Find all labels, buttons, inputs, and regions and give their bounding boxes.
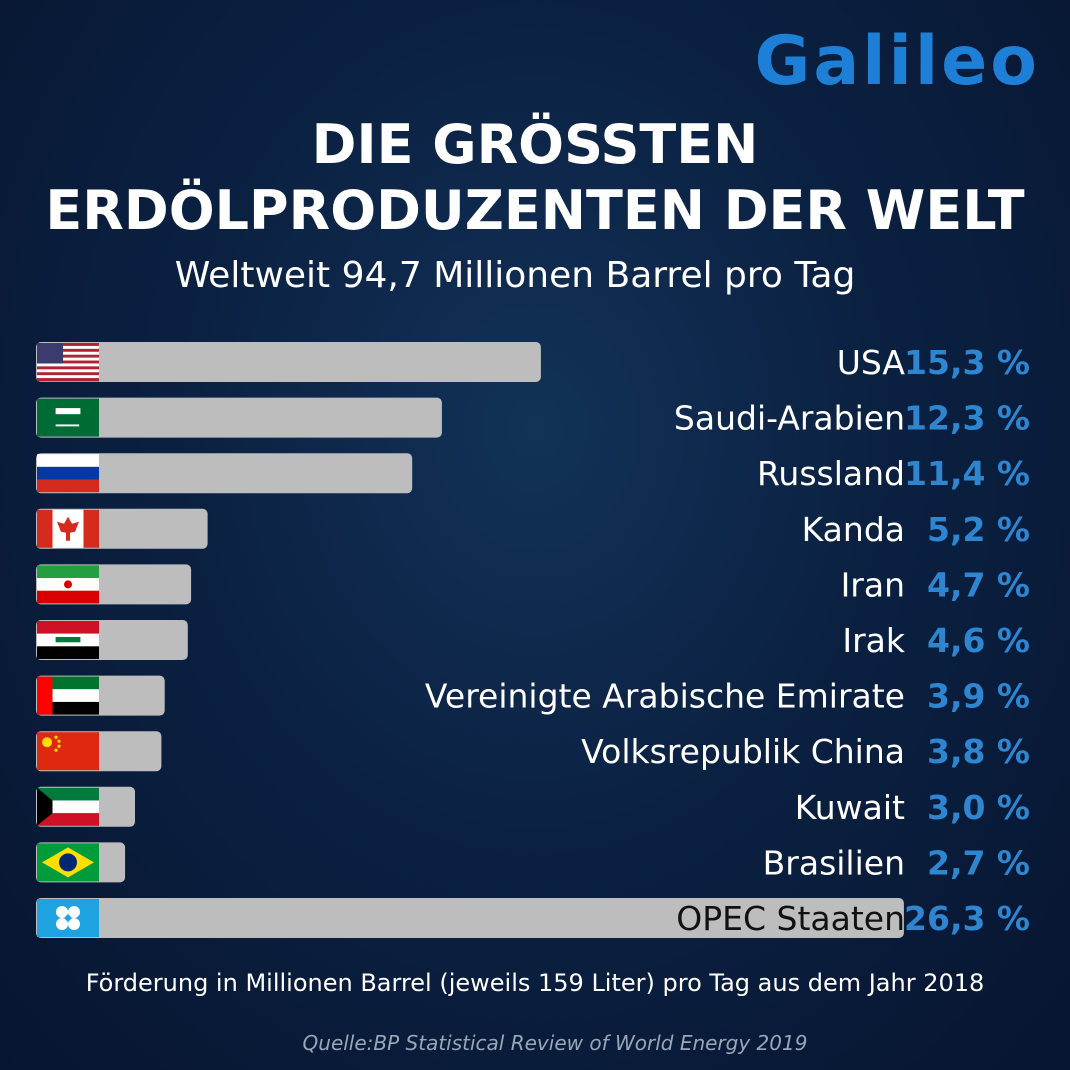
value-label: 5,2 % — [927, 510, 1030, 549]
value-label: 2,7 % — [927, 843, 1030, 882]
flag-iran-icon — [37, 565, 99, 604]
flag-saudi-arabia-icon — [37, 398, 99, 437]
bar — [36, 898, 904, 938]
category-label: Iran — [841, 565, 905, 604]
page-title: DIE GRÖSSTEN ERDÖLPRODUZENTEN DER WELT — [0, 112, 1070, 244]
value-label: 12,3 % — [904, 399, 1030, 438]
footnote: Förderung in Millionen Barrel (jeweils 1… — [85, 969, 985, 997]
category-label: Kanda — [802, 510, 905, 549]
bar — [36, 453, 413, 494]
category-label: Irak — [842, 621, 906, 660]
bar-row: Irak 4,6 % — [36, 620, 1030, 660]
galileo-logo: Galileo — [754, 22, 1040, 101]
flag-brazil-icon — [37, 843, 99, 882]
category-label: Kuwait — [795, 788, 905, 827]
bar-row: OPEC Staaten 26,3 % — [36, 898, 1030, 938]
flag-iraq-icon — [37, 621, 99, 659]
bar — [36, 342, 541, 382]
flag-kuwait-icon — [37, 787, 99, 826]
category-label: Vereinigte Arabische Emirate — [425, 677, 905, 716]
flag-uae-icon — [37, 676, 99, 715]
category-label: Brasilien — [763, 843, 905, 882]
value-label: 26,3 % — [904, 899, 1030, 938]
bar-row: Vereinigte Arabische Emirate 3,9 % — [36, 675, 1030, 716]
bar-row: Volksrepublik China 3,8 % — [36, 731, 1030, 772]
value-label: 3,8 % — [927, 732, 1030, 771]
bar-row: Brasilien 2,7 % — [36, 842, 1030, 883]
value-label: 15,3 % — [904, 343, 1030, 382]
bar-row: Kanda 5,2 % — [36, 508, 1030, 549]
bar-row: Kuwait 3,0 % — [36, 786, 1030, 827]
bar-row: USA 15,3 % — [36, 342, 1030, 382]
category-label: USA — [837, 343, 906, 382]
source-note: Quelle:BP Statistical Review of World En… — [302, 1031, 808, 1055]
flag-canada-icon — [37, 509, 99, 548]
bar-row: Saudi-Arabien 12,3 % — [36, 397, 1030, 438]
flag-opec-icon — [37, 899, 99, 937]
flag-usa-icon — [37, 343, 99, 382]
value-label: 4,7 % — [927, 565, 1030, 604]
subtitle: Weltweit 94,7 Millionen Barrel pro Tag — [174, 255, 856, 296]
bar-row: Russland 11,4 % — [36, 453, 1030, 494]
category-label: Volksrepublik China — [581, 732, 905, 771]
bar — [36, 397, 442, 438]
value-label: 3,9 % — [927, 677, 1030, 716]
flag-china-icon — [37, 732, 99, 771]
title-line-2: ERDÖLPRODUZENTEN DER WELT — [45, 179, 1025, 242]
value-label: 11,4 % — [904, 454, 1030, 493]
flag-russia-icon — [37, 454, 99, 493]
value-label: 3,0 % — [927, 788, 1030, 827]
category-label: Saudi-Arabien — [674, 399, 905, 438]
category-label: OPEC Staaten — [676, 899, 905, 938]
title-line-1: DIE GRÖSSTEN — [311, 113, 759, 176]
category-label: Russland — [757, 454, 905, 493]
value-label: 4,6 % — [927, 621, 1030, 660]
bar-row: Iran 4,7 % — [36, 564, 1030, 605]
